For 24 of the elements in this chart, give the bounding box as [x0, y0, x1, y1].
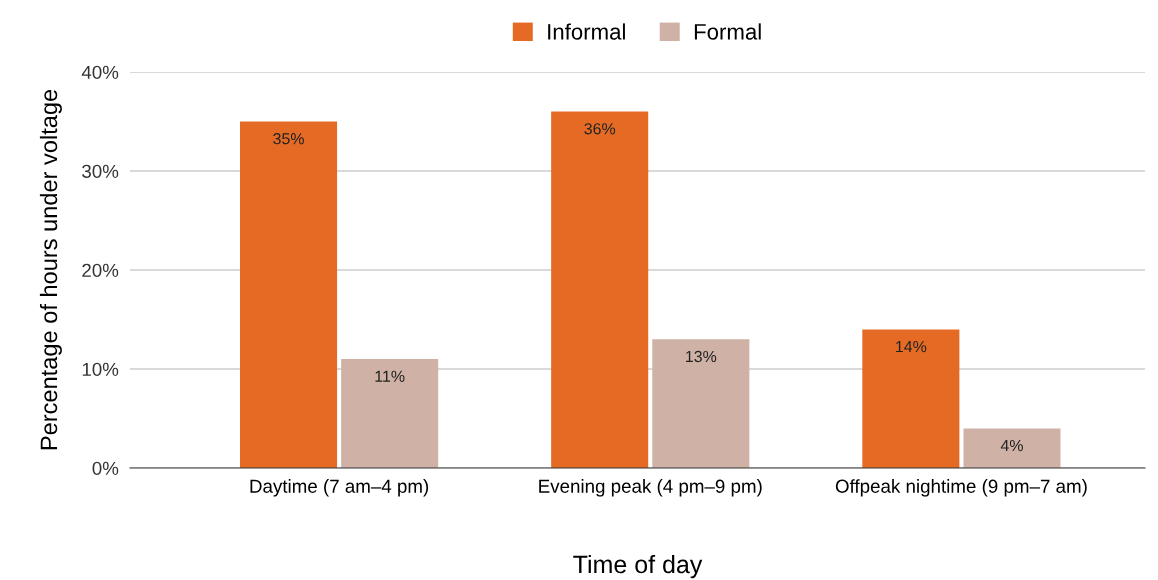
data-label: 36%: [584, 123, 616, 135]
data-label: 35%: [273, 133, 304, 145]
data-label: 4%: [1000, 440, 1023, 452]
y-tick-label: 10%: [82, 362, 119, 376]
bar: [341, 359, 439, 468]
y-tick-label: 40%: [81, 65, 119, 79]
x-axis-title: Time of day: [573, 554, 703, 579]
data-label: 13%: [686, 350, 717, 363]
y-axis-title: Percentage of hours under voltage: [39, 89, 62, 450]
bar: [239, 121, 338, 468]
bar: [652, 339, 750, 468]
data-label: 11%: [375, 370, 405, 382]
x-tick-label: Evening peak (4 pm–9 pm): [539, 479, 762, 497]
legend-label: Informal: [548, 23, 625, 40]
bar: [963, 428, 1061, 468]
y-tick-label: 0%: [92, 461, 119, 475]
data-label: 14%: [896, 341, 927, 353]
y-tick-label: 30%: [82, 164, 119, 178]
y-tick-label: 20%: [82, 263, 119, 277]
bar: [551, 111, 649, 468]
bar: [862, 329, 960, 468]
x-tick-label: Daytime (7 am–4 pm): [250, 479, 429, 497]
x-tick-label: Offpeak nightime (9 pm–7 am): [835, 479, 1087, 497]
legend-label: Formal: [694, 23, 761, 40]
